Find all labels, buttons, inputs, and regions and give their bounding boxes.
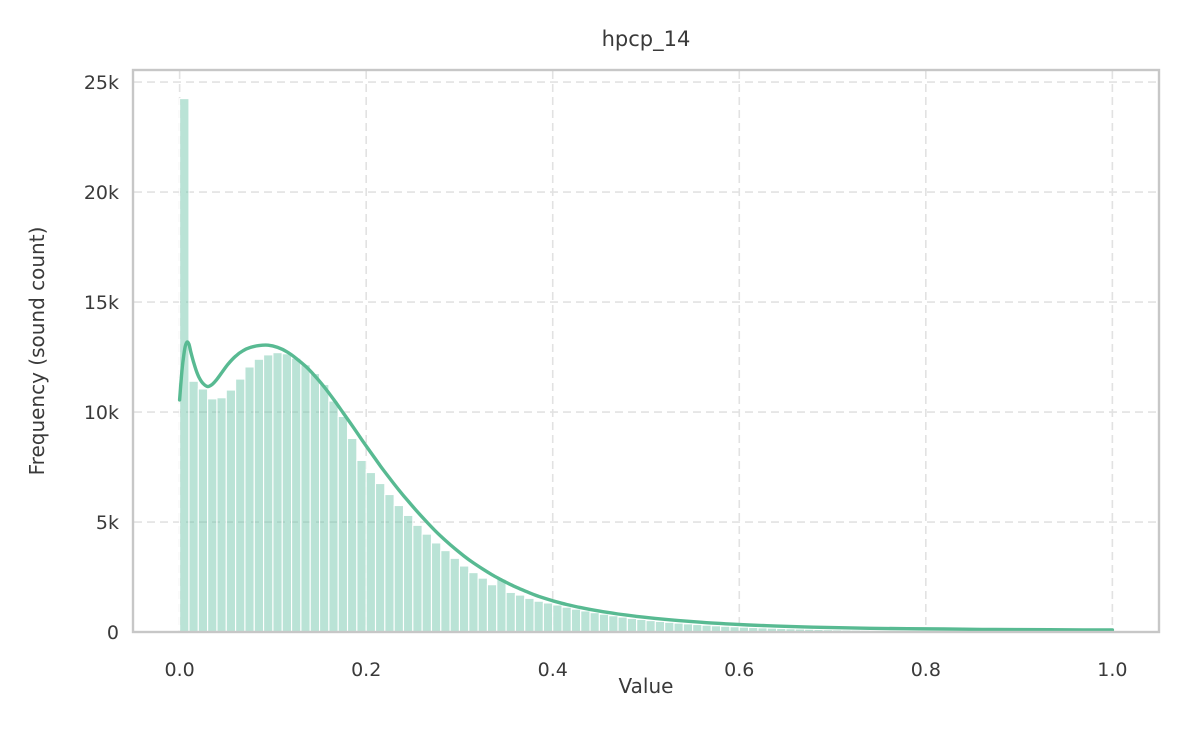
histogram-bar [225, 389, 237, 633]
histogram-bar [365, 471, 377, 633]
histogram-bar [458, 565, 470, 633]
histogram-bar [542, 602, 554, 633]
histogram-bar [449, 557, 461, 633]
histogram-bar [486, 584, 498, 633]
histogram-bar [374, 482, 386, 633]
histogram-bar [328, 400, 339, 633]
x-tick-label: 0.8 [911, 659, 941, 681]
histogram-bar [281, 353, 293, 633]
x-tick-label: 0.6 [724, 659, 754, 681]
histogram-bar [356, 459, 367, 633]
y-tick-label: 0 [107, 622, 119, 644]
x-axis-label: Value [618, 674, 674, 698]
x-tick-label: 0.0 [165, 659, 195, 681]
histogram-bar [300, 364, 311, 633]
axes-spines [131, 68, 1161, 634]
histogram-bar [654, 620, 666, 633]
histogram-bar [608, 615, 619, 633]
histogram-bar [524, 597, 535, 633]
y-tick-label: 15k [84, 292, 119, 314]
histogram-bar [598, 613, 610, 633]
histogram-bar [216, 397, 227, 633]
histogram-bar [617, 616, 628, 633]
histogram-bar [402, 514, 414, 633]
x-tick-label: 0.4 [538, 659, 568, 681]
histogram-bar [384, 493, 395, 633]
histogram-bar [263, 354, 274, 633]
histogram-bar [291, 357, 302, 633]
histogram-bar [682, 623, 694, 633]
histogram-bar [580, 610, 591, 633]
histogram-bar [421, 533, 433, 633]
histogram-bar [197, 388, 209, 633]
histogram-bar [673, 622, 684, 633]
histogram-bar [318, 383, 330, 633]
histogram-bar [393, 504, 405, 633]
histogram-bar [664, 621, 675, 633]
histogram-bar [412, 524, 423, 633]
histogram-bar [496, 578, 507, 633]
histogram-bar [272, 352, 283, 633]
histogram-bar [477, 577, 488, 633]
histogram-bar [514, 594, 526, 633]
histogram-bar [468, 572, 479, 633]
y-tick-label: 5k [96, 512, 119, 534]
histogram-bar [533, 600, 544, 633]
histogram-bar [346, 437, 358, 633]
histogram-bar [636, 618, 647, 633]
histogram-bar [440, 550, 451, 633]
histogram-bar [570, 608, 582, 633]
y-tick-label: 25k [84, 72, 119, 94]
chart-title: hpcp_14 [601, 27, 691, 51]
y-axis-label: Frequency (sound count) [25, 226, 49, 476]
y-tick-label: 10k [84, 402, 119, 424]
histogram-bar [253, 358, 265, 633]
histogram-bar [645, 620, 656, 633]
histogram-bar [505, 591, 516, 633]
kde-curve [177, 340, 1115, 632]
histogram-bar [207, 398, 218, 633]
y-tick-label: 20k [84, 182, 119, 204]
histogram-bar [235, 378, 246, 633]
histogram-bar [244, 366, 255, 633]
histogram-bar [589, 612, 600, 633]
histogram-bar [561, 606, 572, 633]
histogram-bar [309, 372, 321, 633]
histogram-bar [552, 604, 563, 633]
x-tick-label: 0.2 [351, 659, 381, 681]
histogram-bar [337, 415, 349, 633]
histogram-bar [430, 542, 442, 633]
histogram-bar [626, 617, 638, 633]
histogram-bar [188, 380, 199, 633]
x-tick-label: 1.0 [1097, 659, 1127, 681]
